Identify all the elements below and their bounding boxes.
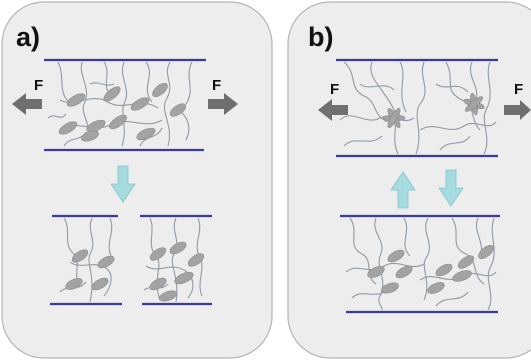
panel-a: a) [2,2,272,358]
panel-b-force-right-label: F [514,81,523,98]
panel-b-background [288,2,531,358]
panel-b-label: b) [308,22,333,52]
panel-b: b) [288,2,531,358]
panel-b-force-left-label: F [330,81,339,98]
panel-a-force-right-label: F [212,77,221,94]
panel-a-label: a) [16,22,40,52]
panel-a-force-left-label: F [34,77,43,94]
panel-a-background [2,2,272,358]
